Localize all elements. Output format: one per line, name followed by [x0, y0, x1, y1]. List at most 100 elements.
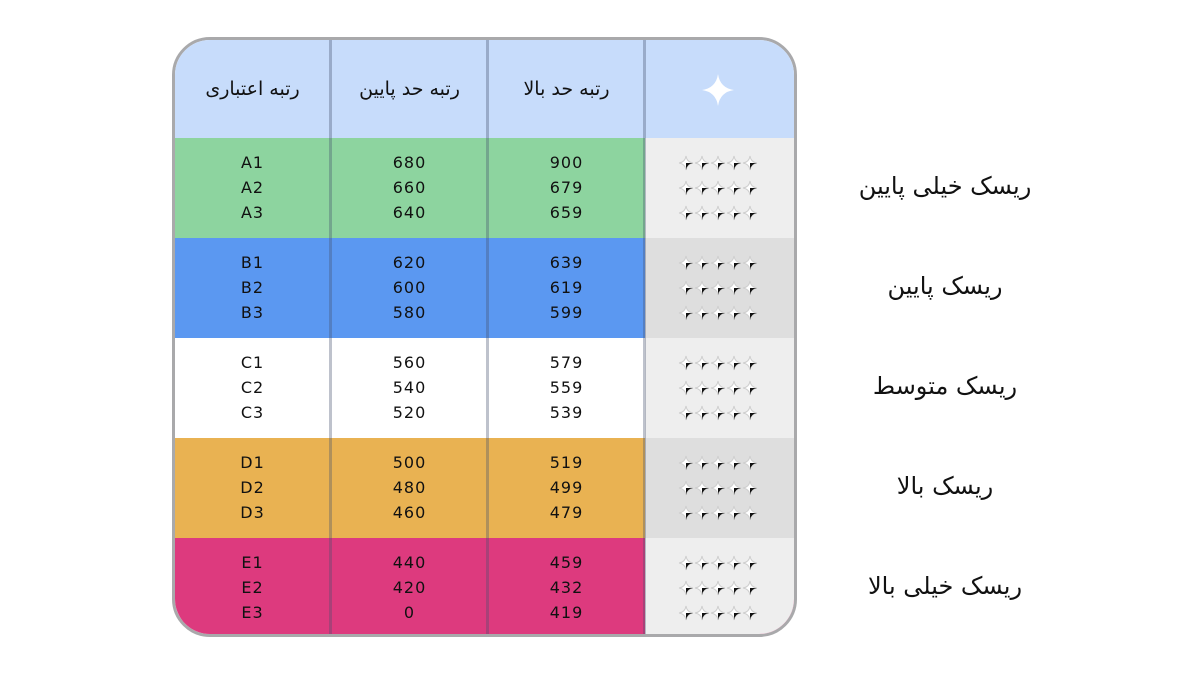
cell-credit-grade: D1	[240, 453, 265, 472]
star-rating	[678, 500, 762, 525]
star-filled-icon	[718, 387, 725, 395]
column-divider	[643, 40, 646, 634]
star-filled-icon	[686, 612, 693, 620]
star-filled-icon	[686, 512, 693, 520]
cell-credit-grade: B2	[240, 278, 265, 297]
star-rating	[678, 250, 762, 275]
cell-credit-grade: D3	[240, 503, 265, 522]
cell-lower-bound: 580	[392, 303, 427, 322]
star-filled-icon	[750, 162, 757, 170]
star-filled-icon	[702, 462, 709, 470]
star-rating	[678, 200, 762, 225]
star-filled-icon	[686, 312, 693, 320]
star-filled-icon	[750, 487, 757, 495]
star-filled-icon	[734, 487, 741, 495]
star-filled-icon	[718, 362, 725, 370]
star-rating	[678, 275, 762, 300]
cell-upper-bound: 579	[549, 353, 584, 372]
risk-label-low: ریسک پایین	[887, 272, 1003, 300]
star-filled-icon	[750, 287, 757, 295]
cell-credit-grade: E1	[241, 553, 264, 572]
cell-upper-bound: 432	[549, 578, 584, 597]
stars-column	[645, 138, 794, 634]
cell-credit-grade: C2	[240, 378, 265, 397]
star-filled-icon	[702, 262, 709, 270]
cell-lower-bound: 440	[392, 553, 427, 572]
star-filled-icon	[718, 562, 725, 570]
star-filled-icon	[702, 187, 709, 195]
star-filled-icon	[734, 262, 741, 270]
star-filled-icon	[750, 412, 757, 420]
cell-upper-bound: 459	[549, 553, 584, 572]
star-filled-icon	[702, 312, 709, 320]
cell-lower-bound: 0	[403, 603, 416, 622]
cell-credit-grade: E3	[241, 603, 264, 622]
star-filled-icon	[686, 587, 693, 595]
column-divider	[329, 40, 332, 634]
star-filled-icon	[702, 512, 709, 520]
star-filled-icon	[686, 362, 693, 370]
star-rating	[678, 175, 762, 200]
star-filled-icon	[734, 612, 741, 620]
star-filled-icon	[686, 212, 693, 220]
star-filled-icon	[750, 462, 757, 470]
star-filled-icon	[718, 487, 725, 495]
risk-label-medium: ریسک متوسط	[872, 372, 1018, 400]
cell-credit-grade: C3	[240, 403, 265, 422]
star-rating	[678, 550, 762, 575]
star-filled-icon	[750, 387, 757, 395]
cell-credit-grade: A2	[240, 178, 265, 197]
star-filled-icon	[750, 187, 757, 195]
star-filled-icon	[686, 412, 693, 420]
cell-credit-grade: A3	[240, 203, 265, 222]
star-filled-icon	[734, 287, 741, 295]
star-filled-icon	[686, 562, 693, 570]
star-filled-icon	[686, 262, 693, 270]
star-filled-icon	[702, 562, 709, 570]
cell-upper-bound: 419	[549, 603, 584, 622]
sparkle-icon	[700, 72, 736, 112]
star-filled-icon	[734, 387, 741, 395]
cell-lower-bound: 640	[392, 203, 427, 222]
star-filled-icon	[750, 312, 757, 320]
star-rating	[678, 150, 762, 175]
column-divider	[486, 40, 489, 634]
star-filled-icon	[718, 162, 725, 170]
star-filled-icon	[750, 587, 757, 595]
table-header	[175, 40, 794, 138]
cell-upper-bound: 479	[549, 503, 584, 522]
star-filled-icon	[750, 362, 757, 370]
star-filled-icon	[702, 612, 709, 620]
star-filled-icon	[750, 512, 757, 520]
cell-lower-bound: 460	[392, 503, 427, 522]
star-filled-icon	[702, 487, 709, 495]
risk-label-high: ریسک بالا	[896, 472, 994, 500]
star-filled-icon	[686, 187, 693, 195]
star-filled-icon	[702, 412, 709, 420]
star-filled-icon	[702, 387, 709, 395]
star-rating	[678, 450, 762, 475]
cell-lower-bound: 540	[392, 378, 427, 397]
cell-credit-grade: E2	[241, 578, 264, 597]
cell-credit-grade: B1	[240, 253, 265, 272]
cell-upper-bound: 499	[549, 478, 584, 497]
star-filled-icon	[718, 412, 725, 420]
star-rating	[678, 300, 762, 325]
cell-credit-grade: B3	[240, 303, 265, 322]
star-filled-icon	[702, 212, 709, 220]
star-filled-icon	[686, 287, 693, 295]
star-filled-icon	[734, 462, 741, 470]
star-filled-icon	[718, 212, 725, 220]
credit-rating-table: رتبه اعتباری رتبه حد پایین رتبه حد بالا …	[172, 37, 797, 637]
star-filled-icon	[750, 262, 757, 270]
star-filled-icon	[734, 162, 741, 170]
header-upper-bound: رتبه حد بالا	[523, 78, 610, 100]
star-filled-icon	[686, 487, 693, 495]
star-rating	[678, 575, 762, 600]
star-filled-icon	[750, 562, 757, 570]
star-filled-icon	[750, 212, 757, 220]
star-filled-icon	[734, 587, 741, 595]
star-filled-icon	[702, 162, 709, 170]
star-filled-icon	[702, 587, 709, 595]
star-filled-icon	[718, 262, 725, 270]
